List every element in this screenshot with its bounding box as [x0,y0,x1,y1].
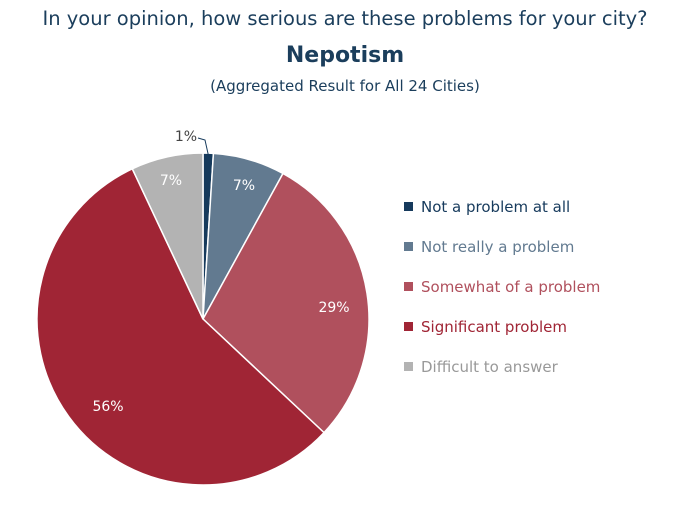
legend-label: Not really a problem [421,238,575,256]
legend-label: Difficult to answer [421,358,558,376]
legend-label: Significant problem [421,318,567,336]
data-label: 1% [175,129,197,145]
data-label: 29% [318,300,349,316]
legend-swatch [404,322,413,331]
legend-label: Somewhat of a problem [421,278,601,296]
legend-swatch [404,242,413,251]
pie-slice-significant-problem [36,167,326,486]
data-label: 7% [233,178,255,194]
pie-slice-difficult-to-answer [131,152,204,320]
chart-subtitle: (Aggregated Result for All 24 Cities) [210,77,480,95]
chart-question: In your opinion, how serious are these p… [42,7,648,30]
data-label: 56% [92,399,123,415]
leader-line [197,137,210,159]
legend-label: Not a problem at all [421,198,571,216]
pie-slice-somewhat-of-a-problem [202,172,370,434]
data-label: 7% [160,173,182,189]
legend-swatch [404,362,413,371]
chart-title: Nepotism [285,43,405,68]
legend-swatch [404,202,413,211]
legend-swatch [404,282,413,291]
